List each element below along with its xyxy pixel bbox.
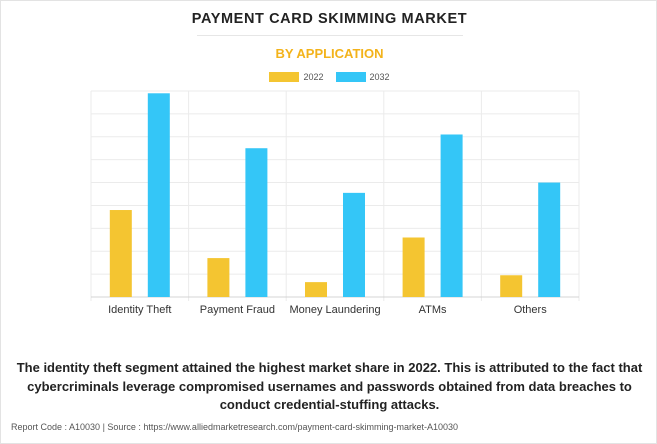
x-tick-label: Payment Fraud xyxy=(200,304,275,316)
legend-label-2022: 2022 xyxy=(303,72,324,82)
bar-2032-others xyxy=(538,182,561,297)
bar-2022-identity-theft xyxy=(109,210,132,297)
legend-item-2022[interactable]: 2022 xyxy=(269,72,324,82)
bar-2032-atms xyxy=(440,134,463,297)
title-divider xyxy=(197,35,463,36)
legend-item-2032[interactable]: 2032 xyxy=(335,72,390,82)
legend-swatch-2022 xyxy=(269,72,300,82)
bar-2022-others xyxy=(500,275,523,297)
x-tick-label: Money Laundering xyxy=(289,304,380,316)
legend-label-2032: 2032 xyxy=(369,72,390,82)
bar-2022-payment-fraud xyxy=(207,258,230,297)
x-tick-label: ATMs xyxy=(419,304,447,316)
bar-2022-money-laundering xyxy=(305,282,327,297)
chart-subtitle: BY APPLICATION xyxy=(275,46,384,61)
bar-2032-money-laundering xyxy=(343,192,365,297)
bar-2032-identity-theft xyxy=(147,93,170,298)
bar-2032-payment-fraud xyxy=(245,148,268,297)
x-tick-label: Identity Theft xyxy=(108,304,171,316)
chart-legend: 2022 2032 xyxy=(1,72,657,82)
bar-2022-atms xyxy=(402,237,425,297)
legend-swatch-2032 xyxy=(335,72,366,82)
chart-caption: The identity theft segment attained the … xyxy=(16,360,643,412)
bar-chart: Identity Theft Payment Fraud Money Launder… xyxy=(90,90,580,316)
report-footer: Report Code : A10030 | Source : https://… xyxy=(11,422,459,432)
x-tick-label: Others xyxy=(514,304,548,316)
chart-title: PAYMENT CARD SKIMMING MARKET xyxy=(191,11,468,27)
